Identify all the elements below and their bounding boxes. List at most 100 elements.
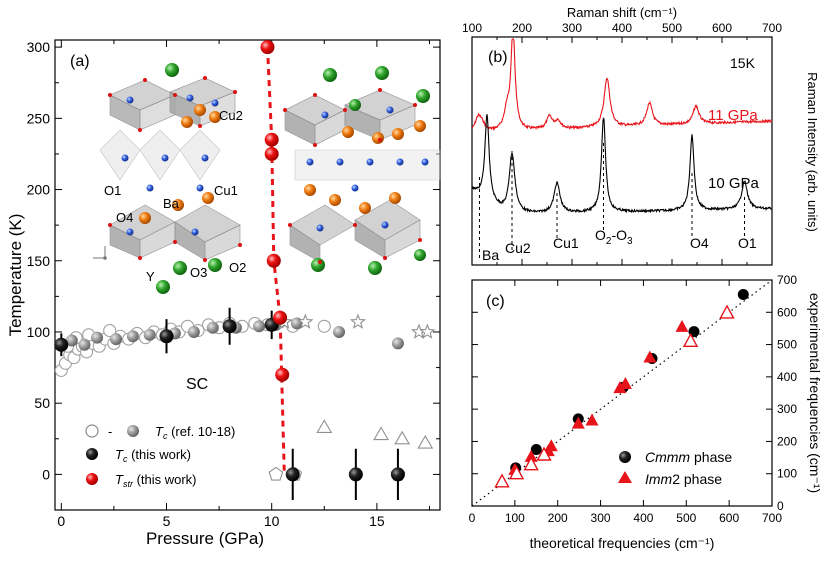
panel-b-xlabel: Raman shift (cm⁻¹)	[567, 5, 677, 20]
ref-gray-point	[333, 325, 346, 338]
panel-a-legend: - Tc (ref. 10-18) Tc (this work) Tstr (t…	[85, 424, 235, 489]
imm2-point	[524, 449, 538, 462]
y-tick-label: 50	[34, 395, 50, 411]
crystal-left	[99, 63, 242, 294]
tc-this-work-point	[54, 337, 69, 352]
atom-label: Ba	[163, 196, 180, 211]
x-tick-label: 500	[662, 21, 682, 35]
atom-label: O2	[229, 260, 246, 275]
ref-triangle-point	[373, 426, 390, 441]
y-tick-label: 0	[777, 499, 784, 513]
spectrum-11gpa	[471, 38, 773, 132]
atom-label: Cu2	[219, 108, 243, 123]
tstr-point	[264, 146, 279, 161]
imm2-point	[585, 413, 599, 426]
tstr-point	[260, 40, 275, 55]
x-tick-label: 300	[591, 511, 611, 525]
legend-separator: -	[108, 424, 112, 439]
panel-c-ylabel: experimental frequencies (cm⁻¹)	[807, 293, 823, 493]
x-tick-label: 5	[163, 513, 171, 529]
crystal-right	[283, 66, 441, 275]
tstr-point	[273, 310, 288, 325]
y-tick-label: 500	[777, 338, 797, 352]
atom-label: Cu1	[214, 183, 238, 198]
panel-a-xlabel: Pressure (GPa)	[146, 529, 264, 548]
imm2-point	[613, 381, 627, 394]
ref-open-point	[103, 323, 117, 338]
sc-region-label: SC	[186, 376, 208, 393]
y-tick-label: 100	[777, 467, 797, 481]
panel-a-frame	[54, 39, 441, 511]
x-tick-label: 0	[57, 513, 65, 529]
x-tick-label: 600	[719, 511, 739, 525]
ref-star-point	[297, 313, 314, 329]
imm2-open-point	[536, 446, 552, 461]
y-tick-label: 200	[777, 434, 797, 448]
ref-triangle-point	[417, 434, 434, 449]
ref-gray-point	[78, 338, 91, 351]
x-tick-label: 600	[712, 21, 732, 35]
legend-entry-tstr: Tstr (this work)	[115, 472, 197, 489]
ref-gray-point	[91, 331, 104, 344]
tstr-point	[264, 132, 279, 147]
ref-triangle-point	[316, 419, 333, 433]
tc-this-work-point	[159, 329, 174, 344]
legend-marker-imm2	[618, 471, 632, 483]
legend-marker-gray	[127, 425, 139, 437]
tstr-point	[275, 367, 290, 382]
ref-gray-point	[143, 328, 156, 341]
panel-a-ylabel: Temperature (K)	[6, 214, 25, 337]
tc-this-work-point	[222, 319, 237, 334]
panel-b-ylabel: Raman Intensity (arb. units)	[805, 72, 820, 232]
panel-b-axis-ticks: 100 200 300 400 500 600 700	[462, 21, 782, 265]
panel-b-label: (b)	[488, 49, 508, 66]
y-tick-label: 200	[27, 182, 51, 198]
imm2-open-point	[494, 473, 510, 488]
panel-c-frame	[471, 279, 773, 507]
x-tick-label: 400	[633, 511, 653, 525]
imm2-point	[643, 350, 657, 363]
imm2-point	[544, 439, 558, 452]
legend-marker-cmmm	[619, 451, 631, 463]
crystal-structure-illustration: Cu2 O1 Cu1 Ba O4 Y O3 O2	[93, 63, 441, 294]
atom-label: O4	[116, 210, 133, 225]
cmmm-point	[530, 444, 542, 455]
imm2-point	[571, 416, 585, 429]
ref-gray-point	[206, 321, 219, 334]
panel-c: 0 100 200 300 400 500 600 700010020030040050060…	[469, 273, 823, 551]
ref-star-point	[349, 313, 367, 329]
ref-star-point	[419, 323, 436, 339]
mode-label-ba: Ba	[482, 247, 499, 263]
x-tick-label: 200	[512, 21, 532, 35]
x-tick-label: 200	[548, 511, 568, 525]
mode-label-o4: O4	[690, 235, 709, 251]
x-tick-label: 500	[676, 511, 696, 525]
spectrum-label-11gpa: 11 GPa	[708, 107, 758, 124]
legend-marker-black	[86, 448, 98, 460]
y-tick-label: 300	[27, 39, 51, 55]
mode-labels: Ba Cu2 Cu1 O2-O3 O4 O1	[482, 227, 757, 263]
x-tick-label: 100	[505, 511, 525, 525]
panel-b-spectra	[471, 38, 773, 258]
atom-label: Y	[146, 269, 155, 284]
y-tick-label: 600	[777, 305, 797, 319]
ref-gray-point	[391, 337, 404, 350]
panel-c-legend: Cmmm phase Imm2 phase	[618, 449, 732, 487]
x-tick-label: 300	[562, 21, 582, 35]
temperature-label: 15K	[730, 55, 756, 71]
legend-entry-imm2: Imm2 phase	[645, 471, 722, 487]
panel-a-data	[54, 40, 436, 501]
mode-label-o2-o3: O2-O3	[595, 227, 633, 247]
tstr-point	[266, 253, 281, 268]
legend-entry-tc: Tc (this work)	[115, 447, 191, 464]
x-tick-label: 10	[264, 513, 280, 529]
panel-a-label: (a)	[70, 53, 90, 70]
legend-marker-red	[86, 473, 98, 485]
x-tick-label: 700	[762, 511, 782, 525]
imm2-open-point	[719, 304, 735, 319]
legend-entry-cmmm: Cmmm phase	[645, 449, 732, 465]
mode-label-o1: O1	[738, 235, 757, 251]
ref-pentagon-point	[268, 466, 284, 481]
